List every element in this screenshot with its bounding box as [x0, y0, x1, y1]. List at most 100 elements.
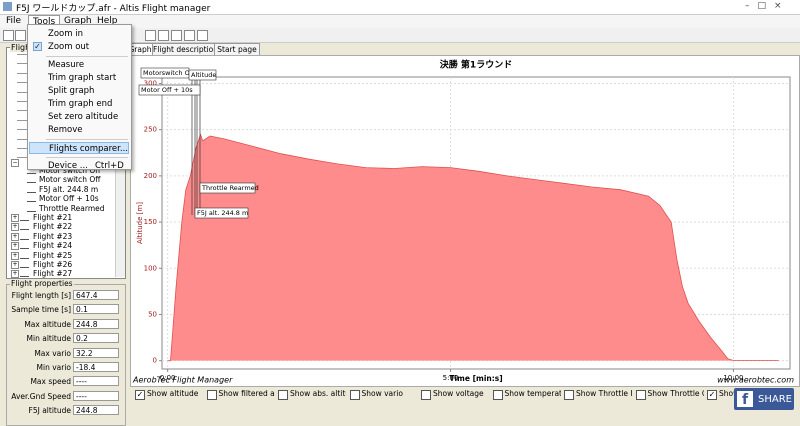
- property-label: Min altitude: [26, 334, 71, 344]
- menu-option[interactable]: Measure: [29, 59, 129, 71]
- toolbar-icon[interactable]: [184, 30, 195, 41]
- checkbox-box: [278, 390, 288, 400]
- menu-option[interactable]: Remove: [29, 124, 129, 136]
- facebook-icon: f: [737, 391, 753, 408]
- property-label: Flight length [s]: [11, 291, 71, 300]
- tree-event[interactable]: Motor switch On: [39, 166, 101, 175]
- menu-option[interactable]: Split graph: [29, 85, 129, 97]
- tree-line: [17, 54, 31, 55]
- tree-flight[interactable]: Flight #25: [33, 250, 73, 260]
- checkbox-label: Show voltage: [433, 389, 484, 398]
- property-value: 0.2: [73, 333, 119, 344]
- checkbox-box: [421, 390, 431, 400]
- tree-toggle: +: [11, 223, 19, 232]
- menu-option[interactable]: Flights comparer...: [29, 142, 129, 154]
- x-tick-label: 5:00: [443, 374, 459, 382]
- toolbar-icons: [0, 29, 230, 41]
- app-icon: [3, 2, 12, 11]
- menu-item[interactable]: Help: [97, 16, 118, 26]
- menu-option-label: Device ...: [48, 161, 88, 171]
- tab[interactable]: Start page: [214, 43, 260, 55]
- tree-event[interactable]: Motor switch Off: [39, 175, 101, 185]
- tab[interactable]: Flight description: [152, 43, 219, 55]
- menu-separator: [46, 56, 128, 57]
- properties-box: Flight length [s] 647.4 Sample time [s] 0.1…: [6, 284, 126, 426]
- menu-separator: [46, 157, 128, 158]
- tree-event[interactable]: Motor Off + 10s: [39, 194, 99, 204]
- property-value: -18.4: [73, 362, 119, 372]
- toolbar-icon[interactable]: [197, 30, 208, 41]
- tree-flight[interactable]: Flight #26: [33, 260, 73, 269]
- footer-left: AerobTec Flight Manager: [132, 376, 233, 385]
- toolbar-icon[interactable]: [145, 30, 156, 41]
- tree-flight-icon: [20, 243, 29, 250]
- menu-item[interactable]: File: [6, 16, 22, 26]
- checkbox-label: Show vario: [361, 389, 403, 398]
- tree-node-toggle: −: [11, 159, 19, 167]
- property-label: Max altitude: [24, 319, 71, 329]
- property-label: Max vario: [34, 348, 71, 358]
- property-value: 647.4: [73, 290, 119, 300]
- toolbar-icon[interactable]: [15, 30, 26, 41]
- checkbox-box: [564, 390, 574, 400]
- checkbox[interactable]: Show temperature: [491, 387, 561, 401]
- menu-option[interactable]: Trim graph start: [29, 72, 129, 84]
- checkbox-label: Show altitude: [147, 389, 199, 398]
- annotation: F5J alt. 244.8 m: [197, 209, 248, 217]
- checkbox[interactable]: ✓ Show altitude: [133, 387, 203, 401]
- property-label: F5J altitude: [28, 406, 71, 416]
- tree-line: [17, 72, 31, 74]
- checkbox-box: ✓: [707, 390, 717, 400]
- checkbox-box: [349, 390, 360, 400]
- y-tick-label: 300: [144, 79, 157, 87]
- menu-option[interactable]: ✓ Zoom out: [29, 41, 129, 53]
- checkbox[interactable]: Show abs. altitude: [276, 387, 346, 401]
- tree-flight[interactable]: Flight #24: [33, 241, 73, 251]
- menu-option-label: Remove: [48, 125, 83, 135]
- properties-title: Flight properties: [10, 279, 74, 288]
- tools-dropdown: Zoom in ✓ Zoom out Measure Trim graph start S…: [27, 24, 132, 172]
- checkbox[interactable]: Show Throttle In: [562, 387, 632, 401]
- menu-option[interactable]: Trim graph end: [29, 98, 129, 110]
- chart-title: 決勝 第1ラウンド: [440, 59, 512, 71]
- checkbox[interactable]: Show filtered altitud: [205, 387, 275, 401]
- checkbox-label: Show filtered altitud: [218, 389, 275, 398]
- window-buttons[interactable]: –□×: [745, 1, 790, 11]
- tree-flight[interactable]: Flight #22: [33, 222, 73, 232]
- y-tick-label: 50: [148, 310, 157, 318]
- toolbar-icon[interactable]: [158, 30, 169, 41]
- tree-flight-icon: [20, 215, 29, 221]
- share-button[interactable]: f SHARE: [734, 388, 794, 410]
- share-label: SHARE: [758, 394, 792, 405]
- property-value: 0.1: [73, 304, 119, 315]
- menu-option[interactable]: Device ... Ctrl+D: [29, 160, 129, 172]
- menu-shortcut: Ctrl+D: [95, 161, 124, 171]
- tree-event[interactable]: F5J alt. 244.8 m: [39, 184, 99, 194]
- tree-event[interactable]: Throttle Rearmed: [39, 203, 105, 213]
- menu-option[interactable]: Set zero altitude: [29, 111, 129, 123]
- tree-line: [17, 119, 31, 121]
- checkbox[interactable]: Show Throttle Out: [634, 387, 704, 401]
- tab-strip: Graph Flight description Start page: [126, 43, 800, 55]
- checkbox-box: [492, 390, 503, 400]
- tree-flight[interactable]: Flight #23: [33, 231, 73, 241]
- checkbox[interactable]: ✓ Show: [705, 387, 775, 401]
- chart: 決勝 第1ラウンド 0 50 100 150 200 250 300 0:00 5:00 10:00…: [132, 59, 794, 385]
- menu-item[interactable]: Graph: [64, 16, 92, 26]
- property-label: Max speed: [30, 377, 71, 387]
- checkbox[interactable]: Show voltage: [419, 387, 489, 401]
- tree-flight[interactable]: Flight #21: [33, 213, 73, 222]
- toolbar-icon[interactable]: [3, 30, 14, 41]
- menu-option-label: Split graph: [48, 86, 95, 96]
- tree-line: [17, 129, 31, 131]
- checkbox-label: Show Throttle In: [576, 389, 632, 398]
- menu-option-label: Flights comparer...: [49, 144, 128, 154]
- menu-option[interactable]: Zoom in: [29, 28, 129, 40]
- checkbox-box: [635, 390, 646, 400]
- tree-event-icon: [27, 196, 36, 203]
- checkbox[interactable]: Show vario: [348, 387, 418, 401]
- tree-flight[interactable]: Flight #27: [33, 269, 73, 279]
- toolbar-icon[interactable]: [171, 30, 182, 41]
